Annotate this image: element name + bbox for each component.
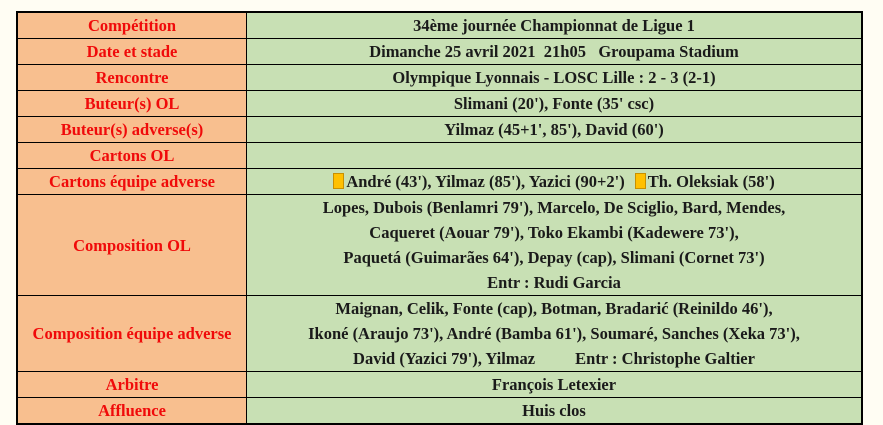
label-cards-ol: Cartons OL [16, 142, 247, 169]
label-competition: Compétition [16, 11, 247, 39]
row-cards-opponent: Cartons équipe adverse André (43'), Yilm… [16, 168, 863, 195]
row-match: Rencontre Olympique Lyonnais - LOSC Lill… [16, 64, 863, 91]
value-date: Dimanche 25 avril 2021 21h05 Groupama St… [246, 38, 863, 65]
match-sheet-table: Compétition 34ème journée Championnat de… [16, 11, 863, 425]
lineup-line: Lopes, Dubois (Benlamri 79'), Marcelo, D… [322, 198, 786, 217]
row-attendance: Affluence Huis clos [16, 397, 863, 425]
row-date: Date et stade Dimanche 25 avril 2021 21h… [16, 38, 863, 65]
label-scorers-opponent: Buteur(s) adverse(s) [16, 116, 247, 143]
coach-line: Entr : Christophe Galtier [575, 349, 755, 368]
value-attendance: Huis clos [246, 397, 863, 425]
lineup-line: Ikoné (Araujo 73'), André (Bamba 61'), S… [308, 324, 800, 343]
label-referee: Arbitre [16, 371, 247, 398]
value-scorers-ol: Slimani (20'), Fonte (35' csc) [246, 90, 863, 117]
value-lineup-ol: Lopes, Dubois (Benlamri 79'), Marcelo, D… [246, 194, 863, 296]
value-referee: François Letexier [246, 371, 863, 398]
lineup-line: Maignan, Celik, Fonte (cap), Botman, Bra… [335, 299, 773, 318]
value-cards-opponent: André (43'), Yilmaz (85'), Yazici (90+2'… [246, 168, 863, 195]
value-match: Olympique Lyonnais - LOSC Lille : 2 - 3 … [246, 64, 863, 91]
row-competition: Compétition 34ème journée Championnat de… [16, 11, 863, 39]
second-card-player: Th. Oleksiak (58') [647, 172, 775, 191]
lineup-line: David (Yazici 79'), Yilmaz [353, 349, 536, 368]
label-cards-opponent: Cartons équipe adverse [16, 168, 247, 195]
label-attendance: Affluence [16, 397, 247, 425]
value-lineup-opponent: Maignan, Celik, Fonte (cap), Botman, Bra… [246, 295, 863, 372]
label-scorers-ol: Buteur(s) OL [16, 90, 247, 117]
row-scorers-opponent: Buteur(s) adverse(s) Yilmaz (45+1', 85')… [16, 116, 863, 143]
coach-line: Entr : Rudi Garcia [487, 273, 621, 292]
row-scorers-ol: Buteur(s) OL Slimani (20'), Fonte (35' c… [16, 90, 863, 117]
yellow-card-icon [634, 173, 646, 189]
lineup-line: Caqueret (Aouar 79'), Toko Ekambi (Kadew… [369, 223, 739, 242]
yellow-card-players: André (43'), Yilmaz (85'), Yazici (90+2'… [346, 172, 625, 191]
value-competition: 34ème journée Championnat de Ligue 1 [246, 11, 863, 39]
yellow-card-icon [333, 173, 345, 189]
label-lineup-opponent: Composition équipe adverse [16, 295, 247, 372]
label-match: Rencontre [16, 64, 247, 91]
row-lineup-ol: Composition OL Lopes, Dubois (Benlamri 7… [16, 194, 863, 296]
row-cards-ol: Cartons OL [16, 142, 863, 169]
value-scorers-opponent: Yilmaz (45+1', 85'), David (60') [246, 116, 863, 143]
label-lineup-ol: Composition OL [16, 194, 247, 296]
label-date: Date et stade [16, 38, 247, 65]
lineup-line: Paquetá (Guimarães 64'), Depay (cap), Sl… [343, 248, 765, 267]
value-cards-ol [246, 142, 863, 169]
row-referee: Arbitre François Letexier [16, 371, 863, 398]
row-lineup-opponent: Composition équipe adverse Maignan, Celi… [16, 295, 863, 372]
